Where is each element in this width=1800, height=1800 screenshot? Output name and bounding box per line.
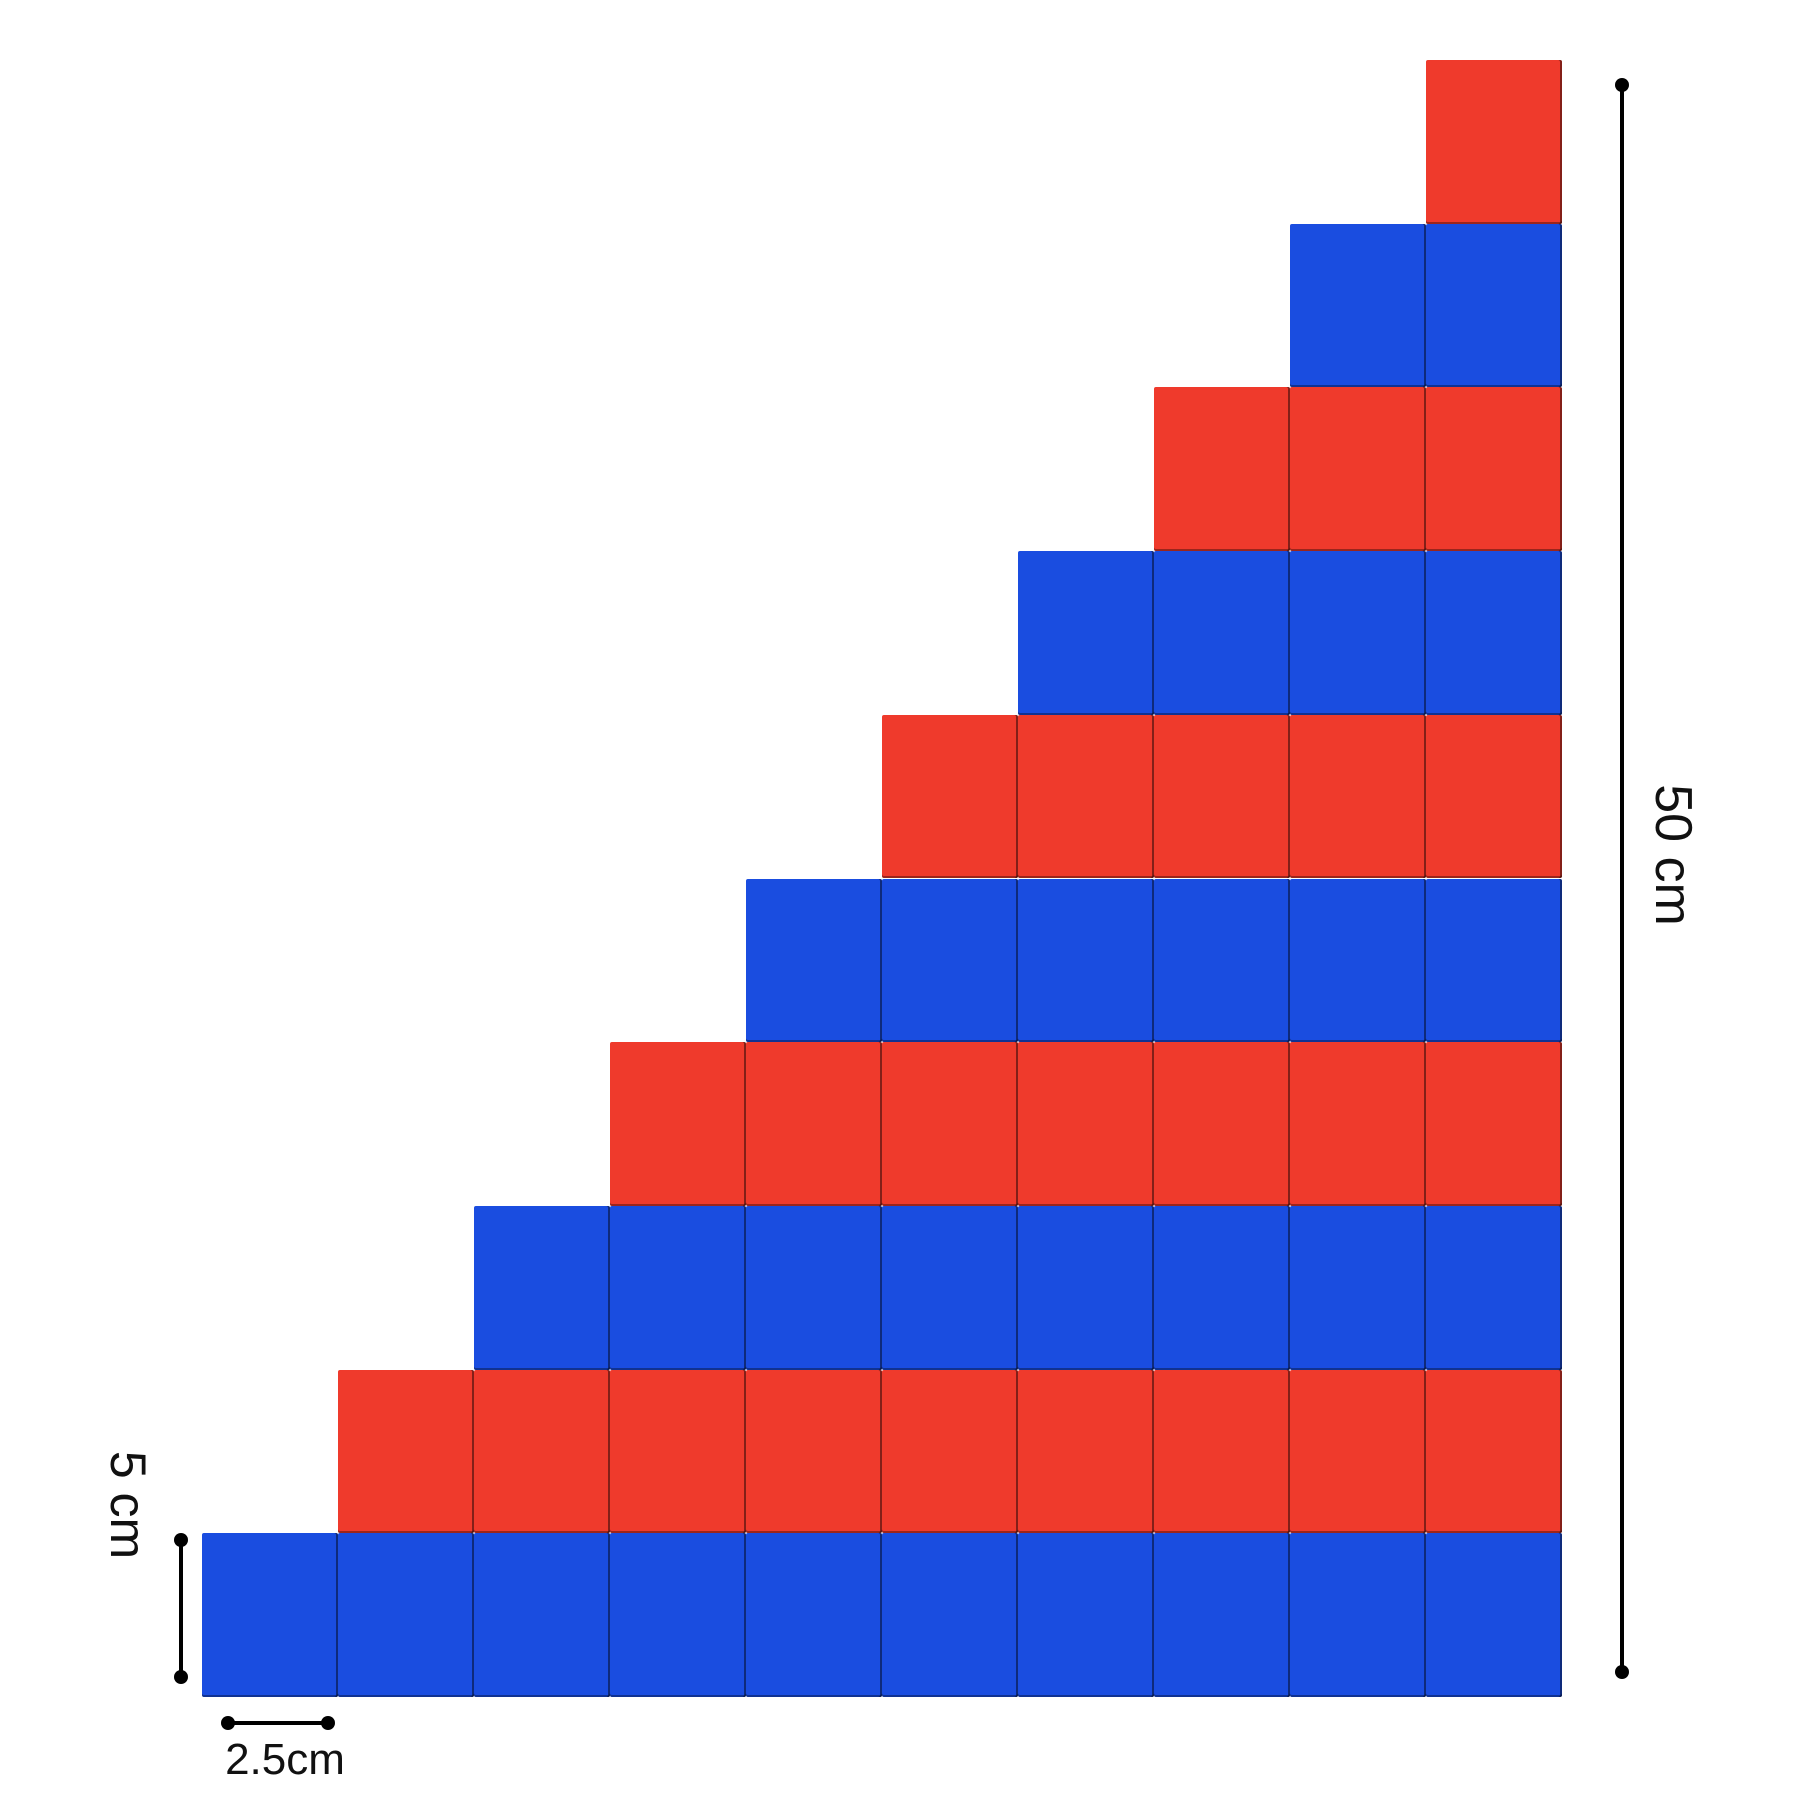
- block-red: [1154, 1369, 1290, 1534]
- block-height-bottom-dot: [174, 1670, 188, 1684]
- block-blue: [746, 878, 882, 1043]
- block-blue: [610, 1205, 746, 1370]
- block-blue: [1018, 878, 1154, 1043]
- block-red: [1154, 1042, 1290, 1206]
- block-height-top-dot: [174, 1533, 188, 1547]
- block-width-line: [228, 1721, 330, 1725]
- block-height-line: [179, 1540, 183, 1678]
- total-height-bottom-dot: [1615, 1665, 1629, 1679]
- block-blue: [1018, 551, 1154, 715]
- block-red: [1018, 1369, 1154, 1534]
- block-blue: [610, 1533, 746, 1697]
- block-blue: [746, 1533, 882, 1697]
- block-red: [1426, 1369, 1562, 1534]
- block-red: [1426, 60, 1562, 224]
- block-red: [338, 1369, 474, 1534]
- block-blue: [882, 1533, 1018, 1697]
- block-blue: [1154, 878, 1290, 1043]
- block-red: [882, 1369, 1018, 1534]
- block-blue: [338, 1533, 474, 1697]
- block-red: [746, 1369, 882, 1534]
- block-red: [1290, 714, 1426, 879]
- block-blue: [1290, 223, 1426, 388]
- block-blue: [746, 1205, 882, 1370]
- block-blue: [1290, 1533, 1426, 1697]
- block-red: [1018, 1042, 1154, 1206]
- block-red: [1290, 1369, 1426, 1534]
- block-blue: [474, 1533, 610, 1697]
- total-height-label: 50 cm: [1644, 784, 1702, 926]
- block-blue: [1154, 1533, 1290, 1697]
- block-red: [610, 1042, 746, 1206]
- block-blue: [882, 1205, 1018, 1370]
- total-height-line: [1620, 85, 1624, 1675]
- block-blue: [474, 1205, 610, 1370]
- block-red: [610, 1369, 746, 1534]
- block-red: [474, 1369, 610, 1534]
- block-width-label: 2.5cm: [225, 1735, 345, 1784]
- block-red: [882, 714, 1018, 879]
- block-width-left-dot: [221, 1716, 235, 1730]
- block-red: [1426, 714, 1562, 879]
- block-blue: [1154, 1205, 1290, 1370]
- block-blue: [1426, 551, 1562, 715]
- block-red: [1426, 1042, 1562, 1206]
- block-blue: [1290, 1205, 1426, 1370]
- block-blue: [1426, 1205, 1562, 1370]
- total-height-top-dot: [1615, 78, 1629, 92]
- block-blue: [1018, 1205, 1154, 1370]
- block-height-label: 5 cm: [100, 1450, 156, 1560]
- block-blue: [1426, 1533, 1562, 1697]
- block-blue: [1290, 551, 1426, 715]
- block-blue: [1018, 1533, 1154, 1697]
- block-red: [1018, 714, 1154, 879]
- block-blue: [1290, 878, 1426, 1043]
- block-blue: [1426, 878, 1562, 1043]
- block-blue: [1154, 551, 1290, 715]
- block-blue: [202, 1533, 338, 1697]
- block-width-right-dot: [321, 1716, 335, 1730]
- block-blue: [882, 878, 1018, 1043]
- block-blue: [1426, 223, 1562, 388]
- block-red: [746, 1042, 882, 1206]
- block-red: [1154, 714, 1290, 879]
- block-red: [1290, 1042, 1426, 1206]
- block-red: [1154, 387, 1290, 552]
- block-red: [1290, 387, 1426, 552]
- block-red: [882, 1042, 1018, 1206]
- block-red: [1426, 387, 1562, 552]
